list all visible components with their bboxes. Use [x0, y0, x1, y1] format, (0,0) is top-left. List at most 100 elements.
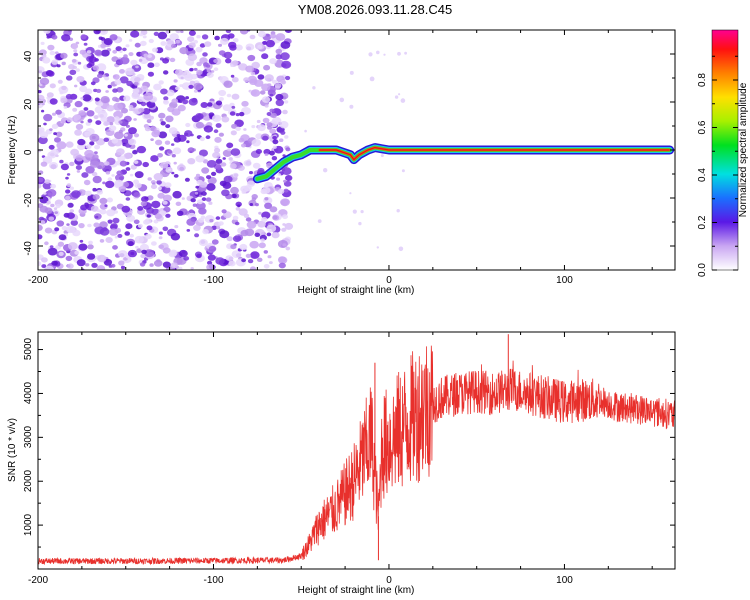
- noise-blob: [193, 89, 198, 93]
- noise-blob: [44, 265, 55, 270]
- noise-blob: [151, 200, 161, 209]
- noise-blob: [99, 221, 108, 229]
- noise-blob: [69, 161, 75, 167]
- noise-blob: [85, 88, 93, 95]
- noise-blob: [51, 123, 59, 129]
- noise-blob: [249, 34, 256, 40]
- noise-blob: [130, 164, 137, 170]
- noise-blob: [195, 185, 199, 189]
- noise-blob: [65, 255, 73, 262]
- noise-blob: [231, 77, 239, 83]
- noise-blob: [277, 188, 285, 195]
- noise-blob: [158, 231, 163, 235]
- noise-blob: [100, 43, 106, 48]
- noise-blob: [38, 261, 42, 267]
- noise-blob: [54, 211, 58, 215]
- noise-blob: [40, 41, 45, 46]
- noise-blob: [266, 224, 277, 233]
- noise-blob: [218, 43, 222, 47]
- noise-blob: [162, 58, 170, 64]
- noise-blob: [266, 112, 272, 116]
- noise-blob: [269, 128, 277, 134]
- noise-speck: [339, 97, 345, 103]
- noise-blob: [185, 122, 191, 128]
- noise-blob: [151, 241, 157, 246]
- noise-blob: [222, 149, 232, 157]
- noise-blob: [92, 65, 99, 71]
- noise-blob: [235, 126, 241, 131]
- noise-blob: [106, 105, 115, 112]
- noise-blob: [226, 236, 233, 242]
- noise-blob: [189, 67, 194, 72]
- noise-blob: [250, 266, 256, 270]
- noise-blob: [257, 220, 266, 228]
- noise-blob: [99, 197, 108, 205]
- bottom-xaxis-label: Height of straight line (km): [298, 585, 415, 596]
- noise-blob: [247, 259, 254, 264]
- noise-blob: [118, 260, 125, 266]
- noise-blob: [187, 158, 196, 165]
- noise-blob: [134, 171, 144, 179]
- noise-blob: [182, 99, 189, 105]
- noise-blob: [175, 201, 182, 206]
- noise-blob: [230, 186, 239, 195]
- noise-blob: [93, 115, 99, 120]
- noise-blob: [99, 239, 105, 243]
- noise-blob: [220, 37, 229, 45]
- noise-blob: [202, 52, 208, 57]
- noise-blob: [137, 206, 144, 211]
- noise-blob: [194, 176, 200, 181]
- noise-blob: [138, 58, 143, 62]
- noise-blob: [139, 40, 147, 47]
- noise-blob: [264, 104, 269, 108]
- noise-blob: [256, 257, 263, 262]
- noise-blob: [107, 177, 113, 182]
- noise-blob: [264, 197, 269, 201]
- noise-blob: [153, 31, 159, 36]
- noise-blob: [153, 259, 163, 267]
- noise-blob: [144, 218, 152, 224]
- noise-blob: [109, 228, 119, 236]
- noise-blob: [79, 239, 84, 243]
- noise-blob: [139, 262, 146, 267]
- noise-blob: [116, 148, 125, 156]
- noise-blob: [132, 88, 140, 94]
- noise-blob: [206, 264, 215, 270]
- noise-blob: [146, 214, 151, 218]
- noise-blob: [67, 242, 78, 250]
- noise-blob: [51, 34, 58, 40]
- noise-blob: [114, 235, 118, 239]
- noise-blob: [106, 197, 113, 203]
- noise-blob: [65, 93, 73, 100]
- noise-blob: [256, 119, 261, 124]
- noise-blob: [121, 107, 128, 114]
- noise-blob: [246, 46, 252, 51]
- noise-blob: [195, 173, 201, 178]
- noise-blob: [157, 192, 165, 199]
- noise-blob: [178, 266, 183, 270]
- noise-blob: [112, 49, 118, 54]
- noise-blob: [183, 256, 190, 261]
- noise-speck: [358, 221, 362, 226]
- colorbar-tick-label: 0.2: [697, 215, 708, 229]
- noise-blob: [272, 214, 280, 221]
- top-xtick-label: 100: [556, 275, 573, 286]
- noise-blob: [98, 102, 104, 107]
- noise-blob: [92, 175, 102, 184]
- noise-blob: [147, 195, 154, 201]
- noise-blob: [258, 242, 266, 249]
- noise-blob: [188, 98, 198, 106]
- noise-blob: [140, 101, 147, 107]
- noise-blob: [77, 143, 86, 150]
- noise-blob: [106, 116, 115, 124]
- noise-blob: [118, 185, 127, 193]
- noise-blob: [235, 253, 242, 258]
- noise-blob: [38, 90, 42, 94]
- noise-blob: [215, 216, 221, 220]
- noise-blob: [271, 156, 278, 161]
- noise-blob: [38, 183, 42, 189]
- noise-blob: [96, 88, 102, 93]
- noise-blob: [189, 209, 194, 213]
- noise-blob: [133, 81, 139, 86]
